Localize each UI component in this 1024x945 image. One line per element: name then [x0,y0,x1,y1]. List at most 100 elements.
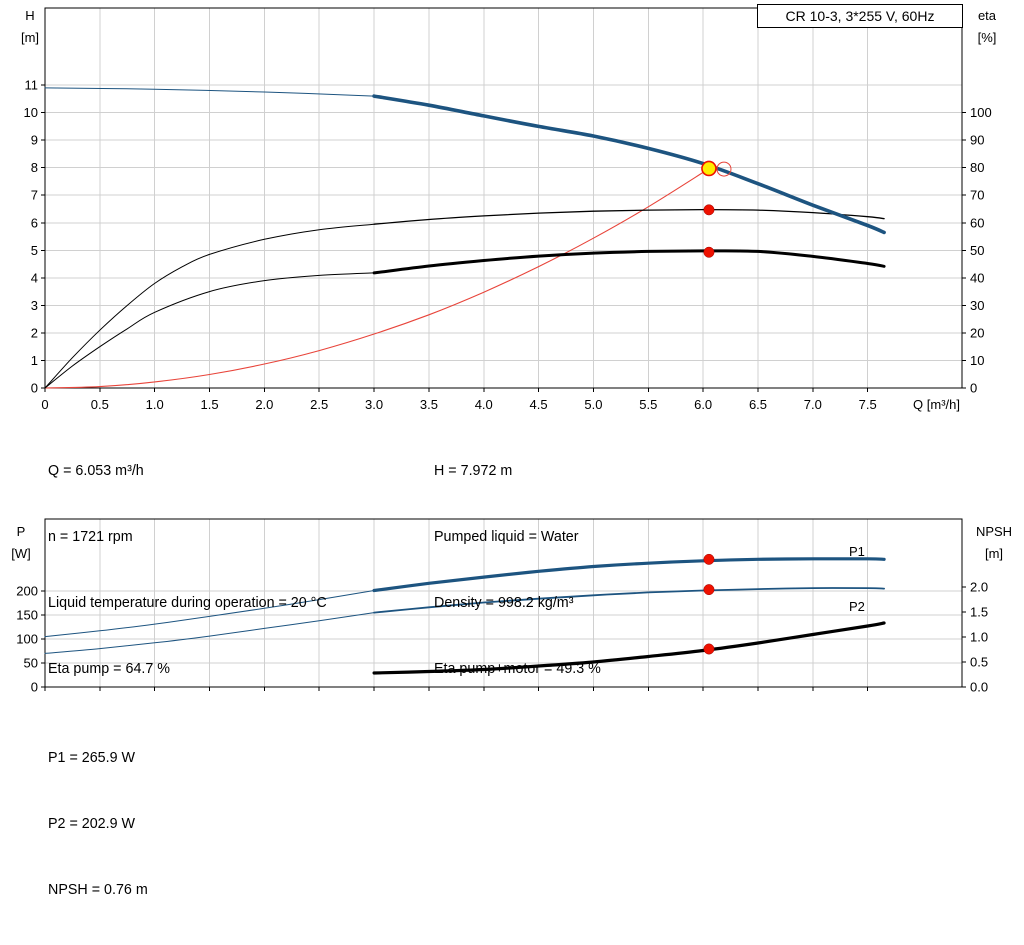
y-left-tick-label: 5 [31,243,38,258]
y-left-axis-title: H [25,8,34,23]
y-left-tick-label: 7 [31,188,38,203]
series-npsh-curve [372,621,886,675]
info-eta-pump: Eta pump = 64.7 % [48,661,170,677]
p1-label: P1 [849,544,865,559]
info-density: Density = 998.2 kg/m³ [434,595,574,611]
y-left-axis-title: P [17,524,26,539]
y-right-axis-title: NPSH [976,524,1012,539]
info-liquid-temperature: Liquid temperature during operation = 20… [48,595,327,611]
y-right-tick-label: 0 [970,381,977,396]
info-head: H = 7.972 m [434,463,513,479]
y-left-tick-label: 2 [31,325,38,340]
pump-performance-report: 0 0.5 1.0 1.5 2.0 2.5 3.0 3.5 4.0 4.5 5.0 5.5 6.0 6.5… [11,4,1012,898]
info-flow: Q = 6.053 m³/h [48,463,144,479]
y-left-tick-label: 150 [16,608,38,623]
x-tick-label: 0.5 [91,397,109,412]
info-pumped-liquid: Pumped liquid = Water [434,529,579,545]
plot-border [44,7,963,389]
x-tick-label: 5.5 [639,397,657,412]
x-tick-label: 3.0 [365,397,383,412]
y-right-tick-label: 80 [970,160,984,175]
y-right-tick-label: 0.0 [970,680,988,695]
power-npsh-info: P1 = 265.9 W P2 = 202.9 W NPSH = 0.76 m [48,703,148,945]
x-tick-label: 5.0 [584,397,602,412]
info-p2: P2 = 202.9 W [48,816,136,832]
y-right-axis-title: [m] [985,546,1003,561]
y-left-tick-label: 6 [31,215,38,230]
series-eta-pump-curve [373,208,885,225]
y-left-tick-label: 8 [31,160,38,175]
plot-border [44,518,963,688]
y-left-tick-label: 0 [31,680,38,695]
x-tick-label: 1.0 [146,397,164,412]
x-tick-label: 3.5 [420,397,438,412]
p2-label: P2 [849,599,865,614]
y-left-tick-label: 0 [31,381,38,396]
marker-p1-point [703,553,715,565]
series-p2-power-curve [373,587,885,614]
y-left-tick-label: 200 [16,584,38,599]
info-p1: P1 = 265.9 W [48,750,136,766]
duty-info-left: Q = 6.053 m³/h n = 1721 rpm Liquid tempe… [48,416,327,724]
y-right-tick-label: 70 [970,188,984,203]
x-tick-label: 6.0 [694,397,712,412]
y-left-tick-label: 100 [16,632,38,647]
x-tick-label: 7.0 [804,397,822,412]
y-right-tick-label: 90 [970,133,984,148]
y-left-tick-label: 11 [25,78,39,93]
y-right-tick-label: 60 [970,215,984,230]
pump-model-box: CR 10-3, 3*255 V, 60Hz [757,4,963,28]
series-p1-power-lead [44,590,375,638]
y-left-axis-title: [W] [11,546,31,561]
marker-p2-point [703,584,715,596]
y-right-tick-label: 40 [970,270,984,285]
x-tick-label: 6.5 [749,397,767,412]
power-npsh-chart: 0 50 100 150 200 0.0 0.5 1.0 1.5 2.0 P [W] NPSH [m] P1… [11,518,1012,695]
y-right-tick-label: 1.5 [970,605,988,620]
y-left-axis-title: [m] [21,30,39,45]
x-tick-label: 1.5 [200,397,218,412]
marker-eta-pump-motor-point [703,246,715,258]
duty-info-right: H = 7.972 m Pumped liquid = Water Densit… [434,416,601,724]
x-tick-label: 4.0 [475,397,493,412]
series-head-curve [372,94,886,235]
y-right-axis-title: [%] [978,30,997,45]
x-tick-label: 2.5 [310,397,328,412]
y-left-tick-label: 10 [24,105,38,120]
y-right-axis-title: eta [978,8,997,23]
x-tick-label: 7.5 [859,397,877,412]
series-p1-power-curve [372,557,886,593]
x-axis-title: Q [m³/h] [913,397,960,412]
info-npsh: NPSH = 0.76 m [48,882,148,898]
y-right-tick-label: 2.0 [970,580,988,595]
series-eta-pump-lead [44,223,375,389]
y-right-tick-label: 0.5 [970,655,988,670]
y-right-tick-label: 100 [970,105,992,120]
marker-duty-point [701,160,717,177]
info-speed: n = 1721 rpm [48,529,133,545]
marker-eta-pump-point [703,204,715,216]
x-tick-label: 2.0 [255,397,273,412]
series-head-curve-lead [44,87,375,97]
y-right-tick-label: 20 [970,325,984,340]
y-left-tick-label: 3 [31,298,38,313]
pump-model-text: CR 10-3, 3*255 V, 60Hz [785,8,935,24]
y-right-tick-label: 30 [970,298,984,313]
series-eta-pump-motor-lead [44,272,375,389]
y-left-tick-label: 9 [31,133,38,148]
x-tick-label: 0 [41,397,48,412]
x-tick-label: 4.5 [530,397,548,412]
hq-eta-chart: 0 0.5 1.0 1.5 2.0 2.5 3.0 3.5 4.0 4.5 5.0 5.5 6.0 6.5… [21,7,997,412]
y-left-tick-label: 4 [31,270,38,285]
y-right-tick-label: 1.0 [970,630,988,645]
y-left-tick-label: 1 [31,353,38,368]
y-right-tick-label: 50 [970,243,984,258]
marker-npsh-point [703,643,715,655]
series-system-curve [44,167,710,389]
series-eta-pump-motor-curve [372,249,886,275]
marker-duty-point-outline [716,161,732,177]
series-p2-power-lead [44,612,375,654]
y-left-tick-label: 50 [24,656,38,671]
info-eta-pump-motor: Eta pump+motor = 49.3 % [434,661,601,677]
y-right-tick-label: 10 [970,353,984,368]
